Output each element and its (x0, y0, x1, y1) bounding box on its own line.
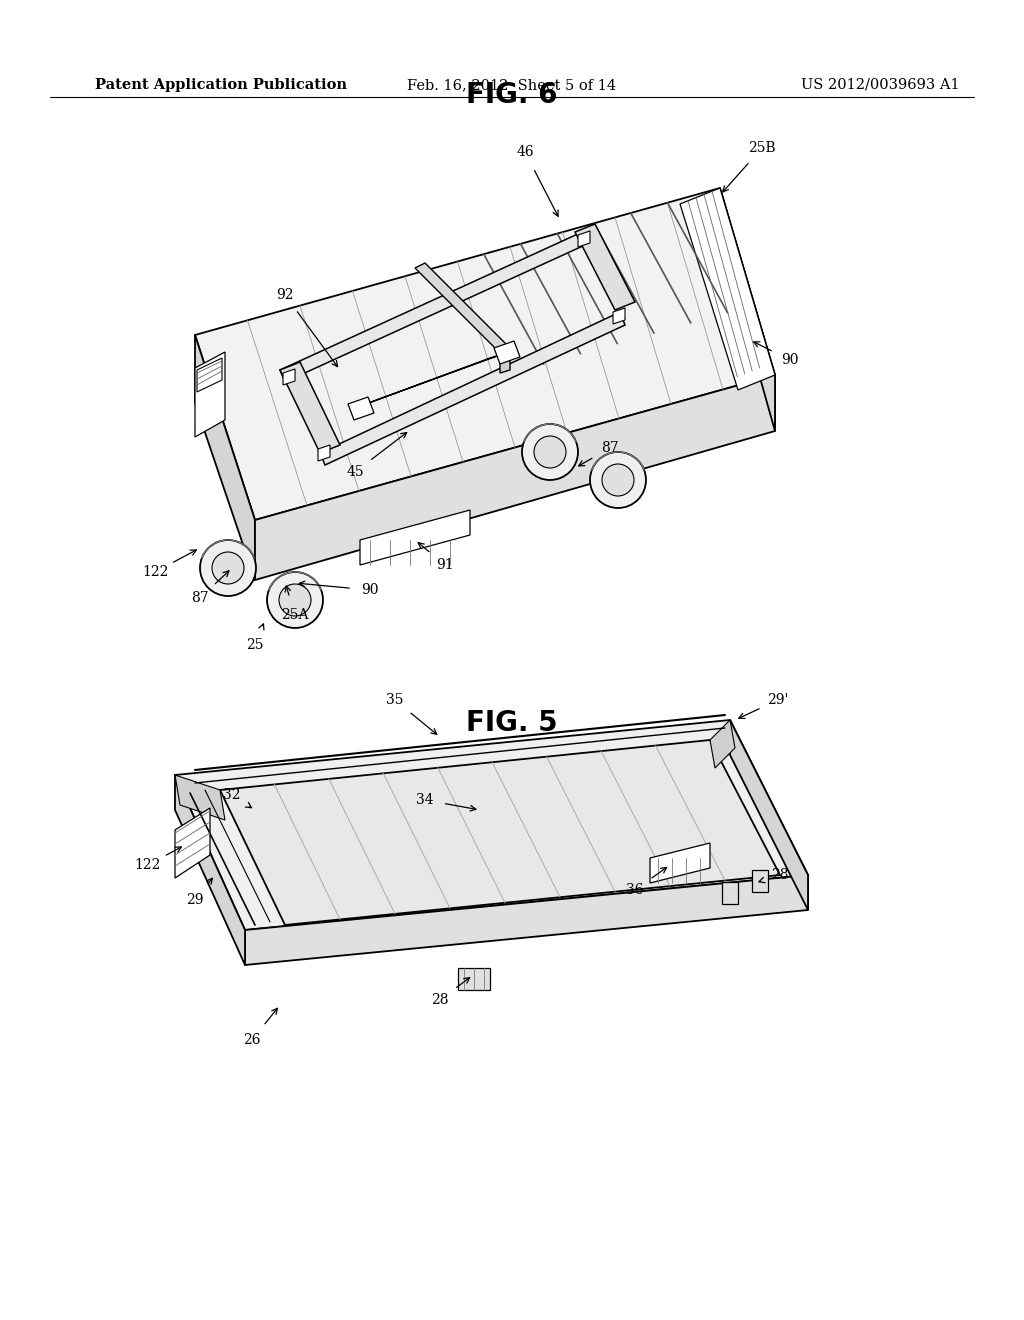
Text: 34: 34 (416, 793, 434, 807)
Polygon shape (283, 370, 295, 385)
Polygon shape (710, 719, 735, 768)
Text: 28: 28 (431, 993, 449, 1007)
Polygon shape (722, 882, 738, 904)
Text: 122: 122 (135, 858, 161, 873)
Polygon shape (578, 231, 590, 247)
Text: FIG. 5: FIG. 5 (466, 709, 558, 737)
Circle shape (200, 540, 256, 597)
Polygon shape (280, 362, 340, 453)
Text: 122: 122 (141, 565, 168, 579)
Text: 28: 28 (771, 869, 788, 882)
Polygon shape (175, 808, 210, 878)
Polygon shape (494, 341, 520, 364)
Polygon shape (415, 263, 510, 352)
Circle shape (590, 451, 646, 508)
Polygon shape (752, 870, 768, 892)
Polygon shape (348, 397, 374, 420)
Polygon shape (319, 312, 625, 465)
Text: 87: 87 (191, 591, 209, 605)
Polygon shape (280, 234, 585, 381)
Circle shape (534, 436, 566, 469)
Text: 29': 29' (767, 693, 788, 708)
Polygon shape (458, 968, 490, 990)
Polygon shape (720, 187, 775, 432)
Text: Patent Application Publication: Patent Application Publication (95, 78, 347, 92)
Polygon shape (245, 875, 808, 965)
Text: 25B: 25B (749, 141, 776, 154)
Text: 35: 35 (386, 693, 403, 708)
Polygon shape (730, 719, 808, 909)
Text: 91: 91 (436, 558, 454, 572)
Polygon shape (575, 224, 635, 310)
Polygon shape (360, 510, 470, 565)
Polygon shape (220, 741, 780, 925)
Polygon shape (195, 187, 775, 520)
Circle shape (602, 465, 634, 496)
Text: 26: 26 (244, 1034, 261, 1047)
Text: 90: 90 (361, 583, 379, 597)
Circle shape (212, 552, 244, 583)
Text: 25: 25 (246, 638, 264, 652)
Polygon shape (175, 775, 225, 820)
Text: 46: 46 (516, 145, 534, 158)
Polygon shape (613, 308, 625, 323)
Text: 25A: 25A (282, 609, 309, 622)
Polygon shape (500, 352, 510, 374)
Polygon shape (350, 355, 500, 411)
Text: 32: 32 (223, 788, 241, 803)
Circle shape (522, 424, 578, 480)
Polygon shape (650, 843, 710, 883)
Polygon shape (195, 352, 225, 437)
Text: 36: 36 (627, 883, 644, 898)
Text: Feb. 16, 2012  Sheet 5 of 14: Feb. 16, 2012 Sheet 5 of 14 (408, 78, 616, 92)
Text: 45: 45 (346, 465, 364, 479)
Polygon shape (255, 375, 775, 579)
Polygon shape (197, 358, 222, 392)
Text: 87: 87 (601, 441, 618, 455)
Polygon shape (318, 445, 330, 461)
Text: US 2012/0039693 A1: US 2012/0039693 A1 (802, 78, 961, 92)
Circle shape (279, 583, 311, 616)
Text: FIG. 6: FIG. 6 (466, 81, 558, 110)
Text: 92: 92 (276, 288, 294, 302)
Polygon shape (195, 335, 255, 579)
Circle shape (267, 572, 323, 628)
Text: 29: 29 (186, 894, 204, 907)
Text: 90: 90 (781, 352, 799, 367)
Polygon shape (175, 775, 245, 965)
Polygon shape (680, 187, 775, 389)
Polygon shape (175, 719, 808, 931)
